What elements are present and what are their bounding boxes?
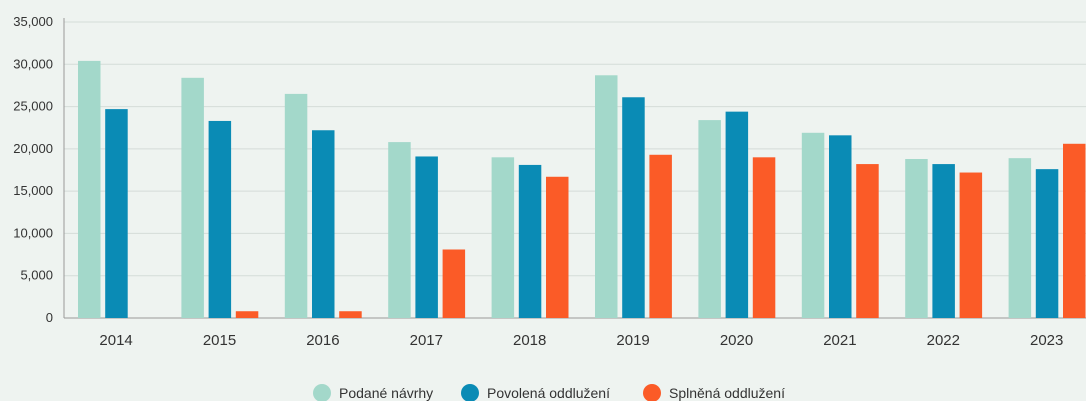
x-tick-label: 2017 [410,332,443,349]
bar-povolen-oddlu-en [415,156,438,318]
bar-povolen-oddlu-en [829,135,852,318]
legend-label: Splněná oddlužení [669,385,785,401]
x-tick-label: 2016 [306,332,339,349]
bar-povolen-oddlu-en [725,111,749,318]
x-tick-label: 2015 [203,332,236,349]
y-tick-label: 15,000 [13,183,53,198]
x-tick-label: 2023 [1030,332,1063,349]
bar-spln-n-oddlu-en [442,249,466,318]
x-tick-label: 2020 [720,332,753,349]
bar-povolen-oddlu-en [932,164,955,318]
bar-podan-n-vrhy [78,60,101,318]
bar-podan-n-vrhy [1008,158,1032,318]
bar-spln-n-oddlu-en [339,311,362,318]
x-tick-label: 2022 [927,332,960,349]
legend-marker [313,384,331,401]
bar-podan-n-vrhy [181,77,204,319]
bar-povolen-oddlu-en [208,120,232,318]
bar-podan-n-vrhy [801,132,825,318]
bar-povolen-oddlu-en [1035,169,1059,318]
y-tick-label: 10,000 [13,225,53,240]
bar-spln-n-oddlu-en [649,154,672,318]
x-tick-label: 2019 [616,332,649,349]
bar-podan-n-vrhy [491,157,515,318]
bar-spln-n-oddlu-en [856,164,879,318]
y-tick-label: 35,000 [13,14,53,29]
bar-povolen-oddlu-en [622,97,645,318]
legend-marker [643,384,661,401]
x-tick-label: 2014 [99,332,132,349]
bar-podan-n-vrhy [388,142,411,318]
bar-podan-n-vrhy [698,120,721,318]
x-tick-label: 2021 [823,332,856,349]
bar-spln-n-oddlu-en [959,172,983,318]
y-tick-label: 0 [46,310,53,325]
bar-povolen-oddlu-en [105,109,128,318]
bar-spln-n-oddlu-en [1063,143,1086,318]
x-tick-label: 2018 [513,332,546,349]
y-tick-label: 20,000 [13,141,53,156]
y-tick-label: 30,000 [13,56,53,71]
bar-povolen-oddlu-en [312,130,335,318]
bar-spln-n-oddlu-en [752,157,776,318]
y-tick-label: 5,000 [20,268,53,283]
legend-marker [461,384,479,401]
bar-podan-n-vrhy [595,75,618,318]
legend-label: Povolená oddlužení [487,385,610,401]
bar-spln-n-oddlu-en [235,311,259,318]
y-tick-label: 25,000 [13,99,53,114]
bar-povolen-oddlu-en [518,164,542,318]
bar-podan-n-vrhy [905,159,928,318]
bar-podan-n-vrhy [284,93,308,318]
legend-label: Podané návrhy [339,385,433,401]
bar-spln-n-oddlu-en [546,176,569,318]
